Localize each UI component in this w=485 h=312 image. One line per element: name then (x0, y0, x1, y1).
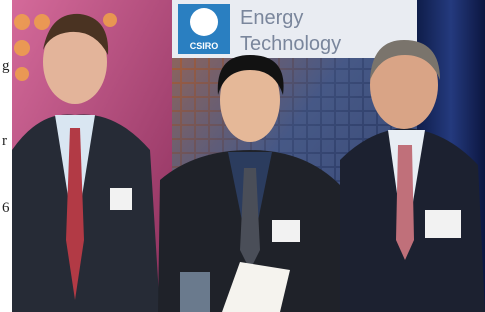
margin-fragment: g (2, 58, 10, 74)
banner-line: Technology (240, 33, 341, 55)
banner-line: Energy (240, 7, 303, 29)
photo-scene: g r 6 CSIRO Energy Technology (0, 0, 485, 312)
logo-text: CSIRO (190, 41, 219, 51)
award (180, 272, 210, 312)
margin-fragment: 6 (2, 200, 10, 216)
name-badge (110, 188, 132, 210)
logo-globe (190, 8, 218, 36)
margin (0, 0, 12, 312)
margin-fragment: r (2, 133, 7, 149)
name-badge (425, 210, 461, 238)
name-badge (272, 220, 300, 242)
